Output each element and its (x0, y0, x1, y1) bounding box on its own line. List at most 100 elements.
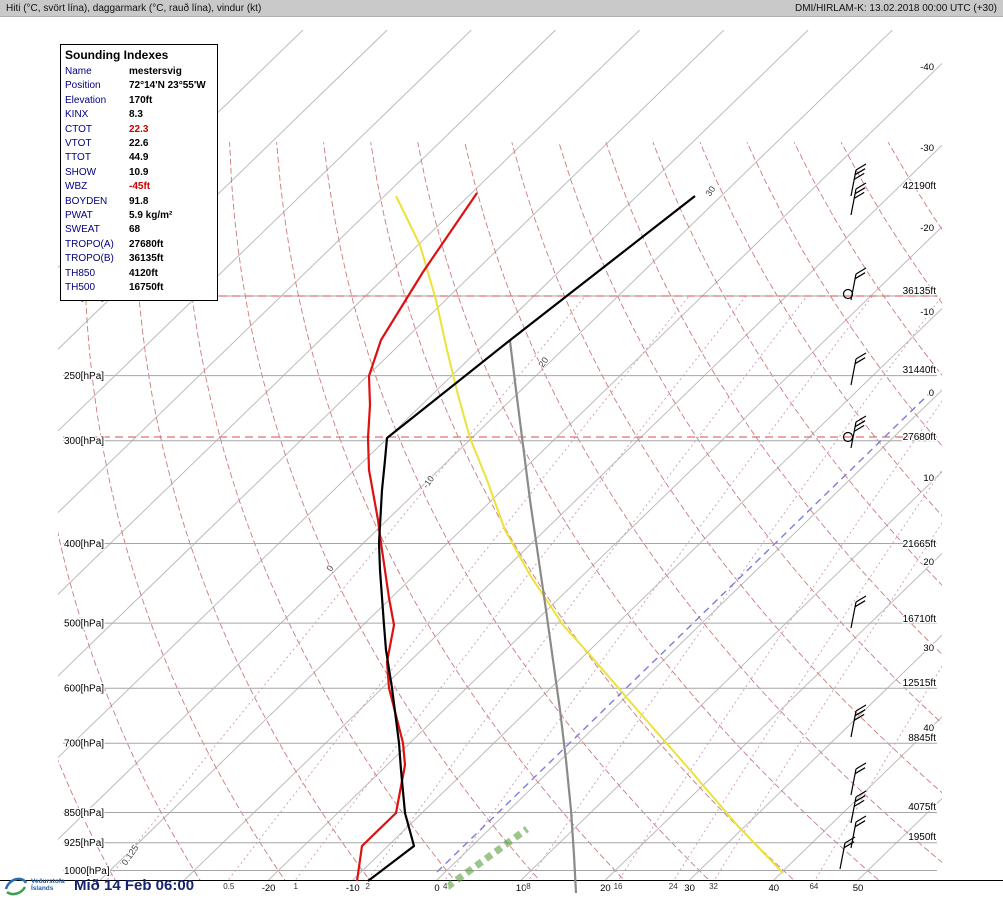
svg-text:12515ft: 12515ft (903, 678, 937, 689)
svg-text:4075ft: 4075ft (908, 802, 936, 813)
index-row: VTOT 22.6 (65, 137, 213, 151)
index-row: SHOW 10.9 (65, 166, 213, 180)
index-label: Elevation (65, 94, 107, 106)
index-label: WBZ (65, 181, 88, 193)
index-label: PWAT (65, 210, 93, 222)
index-value: 72°14'N 23°55'W (129, 80, 206, 92)
index-value: 10.9 (129, 166, 149, 178)
svg-text:20: 20 (923, 557, 934, 568)
index-value: 5.9 kg/m² (129, 210, 173, 222)
index-label: TROPO(B) (65, 253, 114, 265)
index-value: 27680ft (129, 238, 164, 250)
logo-text: Veðurstofa Íslands (31, 878, 65, 893)
vedurstofa-logo-icon (4, 877, 28, 896)
dewpoint-curve (355, 192, 478, 882)
temperature-curve (367, 195, 696, 882)
model-run-text: DMI/HIRLAM-K: 13.02.2018 00:00 UTC (+30) (794, 2, 997, 14)
index-value: 8.3 (129, 109, 143, 121)
index-value: 91.8 (129, 195, 149, 207)
sounding-indexes-title: Sounding Indexes (65, 48, 169, 62)
index-row: CTOT 22.3 (65, 123, 213, 137)
index-label: TH850 (65, 267, 96, 279)
index-label: VTOT (65, 138, 92, 150)
parcel-curve (395, 195, 784, 874)
svg-text:31440ft: 31440ft (903, 365, 937, 376)
wetbulb-curve (508, 340, 578, 894)
svg-text:10: 10 (516, 883, 527, 894)
index-row: TROPO(A) 27680ft (65, 238, 213, 252)
index-row: SWEAT 68 (65, 223, 213, 237)
svg-text:-10: -10 (920, 307, 934, 318)
svg-text:32: 32 (709, 882, 718, 891)
green-moist-band (444, 826, 530, 890)
svg-text:27680ft: 27680ft (903, 432, 937, 443)
svg-text:16: 16 (614, 882, 623, 891)
svg-text:-10: -10 (420, 474, 436, 490)
index-row: KINX 8.3 (65, 108, 213, 122)
index-row: BOYDEN 91.8 (65, 195, 213, 209)
svg-text:-20: -20 (920, 223, 934, 234)
svg-text:600[hPa]: 600[hPa] (64, 684, 104, 695)
svg-text:4: 4 (443, 882, 448, 891)
svg-text:8: 8 (526, 882, 531, 891)
axis-labels: 200[hPa]250[hPa]300[hPa]400[hPa]500[hPa]… (63, 61, 938, 896)
svg-text:1: 1 (294, 882, 299, 891)
svg-text:42190ft: 42190ft (903, 181, 937, 192)
index-row: Elevation 170ft (65, 94, 213, 108)
svg-text:0: 0 (434, 883, 439, 894)
svg-text:50: 50 (853, 883, 864, 894)
svg-text:30: 30 (703, 184, 717, 198)
background-grid (58, 30, 942, 880)
svg-text:0.125: 0.125 (119, 843, 140, 867)
index-label: BOYDEN (65, 195, 108, 207)
svg-text:10: 10 (923, 473, 934, 484)
svg-text:250[hPa]: 250[hPa] (64, 371, 104, 382)
logo-text-line2: Íslands (31, 885, 54, 892)
index-value: 22.3 (129, 123, 149, 135)
index-value: -45ft (129, 181, 151, 193)
index-label: TROPO(A) (65, 238, 114, 250)
svg-text:700[hPa]: 700[hPa] (64, 739, 104, 750)
svg-text:36135ft: 36135ft (903, 286, 937, 297)
index-row: TROPO(B) 36135ft (65, 252, 213, 266)
index-row: Name mestersvig (65, 65, 213, 79)
index-value: 44.9 (129, 152, 149, 164)
wind-barbs (839, 163, 867, 870)
sounding-indexes-panel: Sounding Indexes Name mestersvig Position 7… (60, 44, 218, 301)
index-label: TTOT (65, 152, 91, 164)
index-value: 16750ft (129, 282, 164, 294)
index-label: CTOT (65, 123, 93, 135)
index-value: 4120ft (129, 267, 158, 279)
svg-text:400[hPa]: 400[hPa] (64, 539, 104, 550)
svg-text:-10: -10 (346, 883, 360, 894)
index-label: Name (65, 66, 92, 77)
index-row: TH500 16750ft (65, 281, 213, 295)
svg-text:20: 20 (600, 883, 611, 894)
vedurstofa-logo: Veðurstofa Íslands (3, 873, 65, 897)
svg-text:0: 0 (929, 388, 934, 399)
index-value: 68 (129, 224, 141, 236)
legend-text: Hiti (°C, svört lína), daggarmark (°C, r… (6, 2, 262, 14)
index-row: WBZ -45ft (65, 180, 213, 194)
sounding-indexes-rows: Name mestersvig Position 72°14'N 23°55'W Ele… (65, 65, 213, 296)
index-row: TTOT 44.9 (65, 151, 213, 165)
index-row: Position 72°14'N 23°55'W (65, 79, 213, 93)
logo-text-line1: Veðurstofa (31, 877, 65, 885)
svg-text:20: 20 (536, 355, 550, 369)
index-label: KINX (65, 109, 89, 121)
svg-text:-20: -20 (262, 883, 276, 894)
index-value: 36135ft (129, 253, 164, 265)
svg-text:64: 64 (809, 882, 818, 891)
index-value: mestersvig (129, 66, 182, 77)
svg-text:0.5: 0.5 (223, 882, 235, 891)
svg-text:30: 30 (684, 883, 695, 894)
svg-text:16710ft: 16710ft (903, 614, 937, 625)
svg-text:30: 30 (923, 643, 934, 654)
svg-text:850[hPa]: 850[hPa] (64, 808, 104, 819)
svg-text:24: 24 (669, 882, 678, 891)
svg-text:-40: -40 (920, 62, 934, 73)
svg-text:1950ft: 1950ft (908, 832, 936, 843)
svg-text:300[hPa]: 300[hPa] (64, 436, 104, 447)
index-label: SHOW (65, 166, 97, 178)
